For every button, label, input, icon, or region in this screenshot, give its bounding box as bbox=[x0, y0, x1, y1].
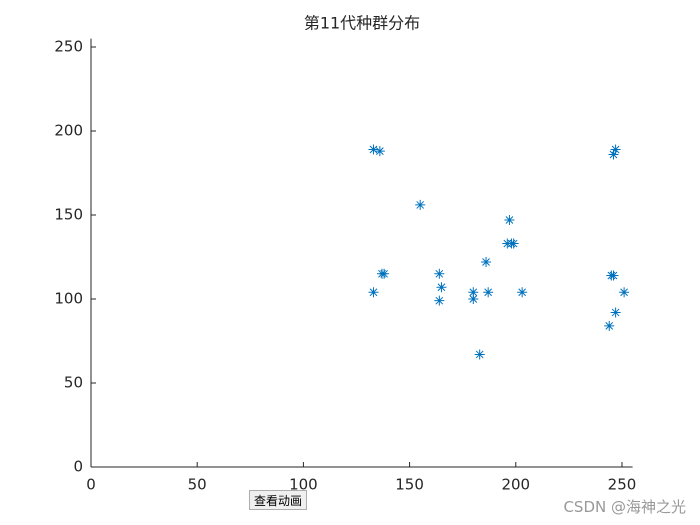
y-tick-label: 100 bbox=[54, 290, 83, 308]
point bbox=[434, 295, 445, 306]
point bbox=[517, 287, 528, 298]
x-tick-label: 100 bbox=[289, 476, 318, 494]
x-tick-label: 250 bbox=[608, 476, 637, 494]
x-tick-label: 0 bbox=[86, 476, 96, 494]
point bbox=[368, 144, 379, 155]
point bbox=[619, 287, 630, 298]
y-tick-label: 250 bbox=[54, 38, 83, 56]
watermark: CSDN @海神之光 bbox=[563, 498, 686, 516]
y-tick-label: 150 bbox=[54, 206, 83, 224]
point bbox=[504, 215, 515, 226]
point bbox=[415, 199, 426, 210]
y-tick-label: 0 bbox=[73, 458, 83, 476]
point bbox=[483, 287, 494, 298]
point bbox=[608, 149, 619, 160]
point bbox=[604, 320, 615, 331]
point bbox=[508, 238, 519, 249]
point bbox=[468, 287, 479, 298]
point bbox=[368, 287, 379, 298]
point bbox=[474, 349, 485, 360]
point bbox=[379, 268, 390, 279]
chart-title: 第11代种群分布 bbox=[304, 14, 420, 33]
point bbox=[610, 307, 621, 318]
point bbox=[608, 270, 619, 281]
x-tick-label: 200 bbox=[501, 476, 530, 494]
point bbox=[374, 146, 385, 157]
y-tick-label: 200 bbox=[54, 122, 83, 140]
point bbox=[434, 268, 445, 279]
view-animation-button[interactable]: 查看动画 bbox=[249, 490, 307, 510]
point bbox=[610, 144, 621, 155]
point bbox=[468, 294, 479, 304]
x-tick-label: 150 bbox=[395, 476, 424, 494]
y-tick-label: 50 bbox=[64, 374, 83, 392]
point bbox=[436, 282, 447, 293]
point bbox=[481, 257, 492, 268]
x-tick-label: 50 bbox=[188, 476, 207, 494]
